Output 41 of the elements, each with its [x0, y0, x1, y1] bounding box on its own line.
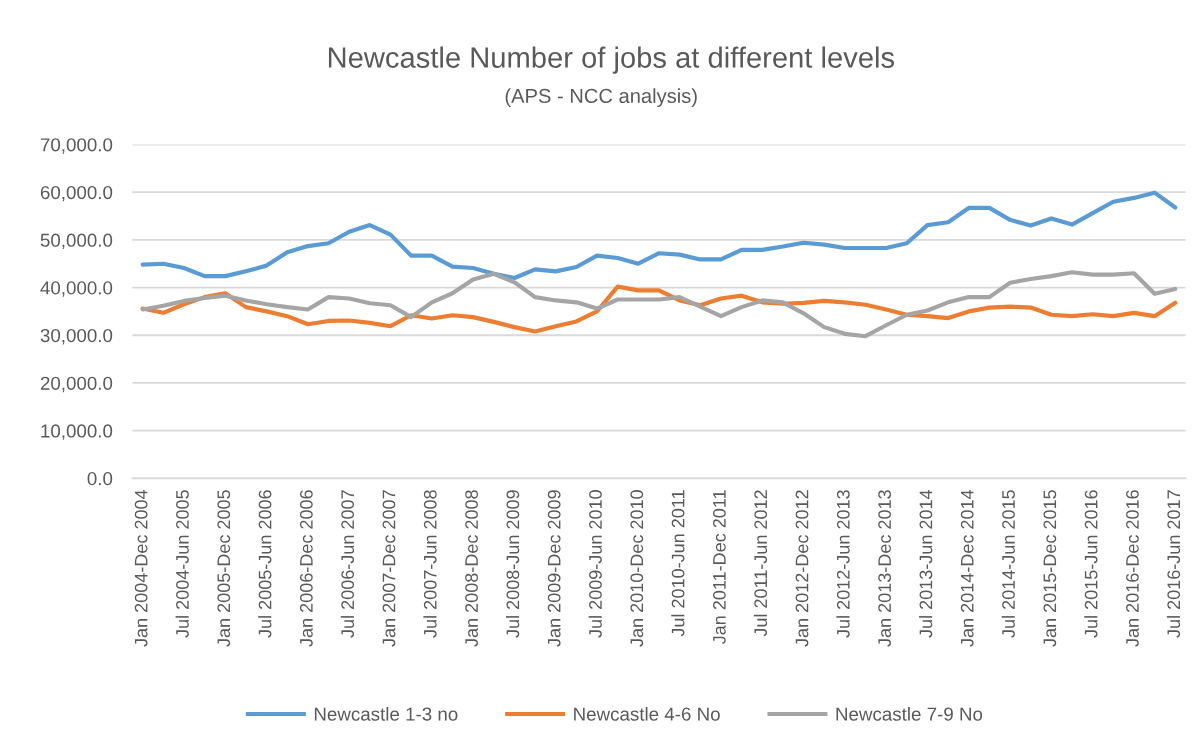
x-tick-label: Jan 2009-Dec 2009: [547, 490, 561, 647]
x-tick-label: Jul 2009-Jun 2010: [588, 490, 602, 638]
x-tick-label: Jan 2015-Dec 2015: [1043, 490, 1057, 647]
y-tick-label: 50,000.0: [40, 233, 113, 250]
y-tick-label: 0.0: [87, 472, 113, 486]
x-tick-label: Jan 2007-Dec 2007: [382, 490, 396, 647]
chart-subtitle: (APS - NCC analysis): [505, 88, 697, 108]
y-tick-label: 10,000.0: [41, 424, 113, 440]
line-series: [140, 190, 1178, 281]
x-tick-label: Jan 2004-Dec 2004: [134, 489, 148, 647]
x-tick-label: Jul 2004-Jun 2005: [175, 490, 189, 638]
x-tick-label: Jan 2010-Dec 2010: [630, 490, 644, 647]
y-tick-label: 20,000.0: [40, 376, 113, 393]
line-series: [140, 270, 1178, 339]
x-tick-label: Jan 2005-Dec 2005: [217, 490, 231, 647]
legend-label: Newcastle 4-6 No: [574, 706, 720, 721]
x-tick-label: Jan 2006-Dec 2006: [299, 490, 313, 647]
x-tick-label: Jan 2013-Dec 2013: [878, 490, 891, 647]
x-tick-label: Jan 2011-Dec 2011: [713, 490, 726, 645]
x-tick-label: Jul 2007-Jun 2008: [423, 490, 437, 638]
y-tick-label: 70,000.0: [40, 138, 113, 154]
y-tick-label: 40,000.0: [40, 281, 113, 297]
legend-label: Newcastle 1-3 no: [314, 706, 458, 721]
x-tick-label: Jul 2006-Jun 2007: [340, 490, 355, 638]
x-tick-label: Jul 2005-Jun 2006: [258, 490, 272, 638]
chart-title: Newcastle Number of jobs at different levels: [328, 46, 895, 74]
x-tick-label: Jul 2013-Jun 2014: [919, 489, 933, 638]
x-tick-label: Jan 2016-Dec 2016: [1126, 490, 1139, 647]
y-tick-label: 60,000.0: [40, 185, 113, 202]
x-tick-label: Jan 2008-Dec 2008: [465, 490, 478, 647]
legend-label: Newcastle 7-9 No: [836, 706, 983, 721]
x-tick-label: Jan 2012-Dec 2012: [795, 490, 809, 647]
x-tick-label: Jul 2010-Jun 2011: [671, 490, 685, 637]
y-tick-label: 30,000.0: [40, 328, 113, 345]
x-tick-label: Jul 2012-Jun 2013: [836, 490, 850, 638]
x-tick-label: Jul 2016-Jun 2017: [1166, 490, 1181, 638]
x-tick-label: Jul 2008-Jun 2009: [506, 490, 520, 638]
x-tick-label: Jul 2015-Jun 2016: [1084, 490, 1098, 638]
x-tick-label: Jan 2014-Dec 2014: [960, 489, 974, 647]
x-tick-label: Jul 2014-Jun 2015: [1001, 490, 1015, 638]
x-tick-label: Jul 2011-Jun 2012: [753, 490, 768, 637]
